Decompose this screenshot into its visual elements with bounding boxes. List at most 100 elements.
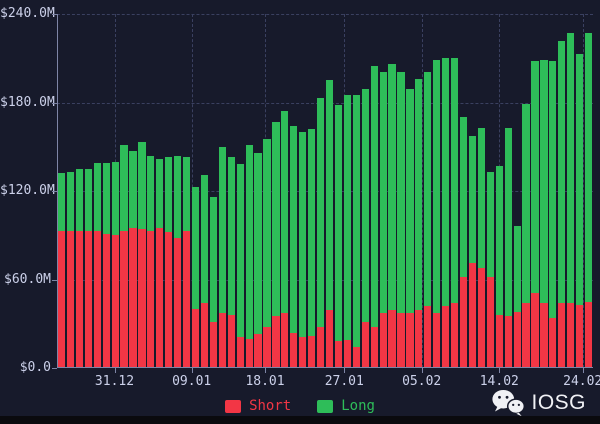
bar-group[interactable]	[370, 65, 378, 368]
bar-group[interactable]	[584, 33, 593, 368]
bar-group[interactable]	[308, 129, 316, 368]
bar-group[interactable]	[450, 58, 459, 368]
long-segment	[254, 152, 262, 335]
bar-group[interactable]	[343, 95, 351, 368]
bar-group[interactable]	[84, 168, 92, 368]
short-segment	[236, 337, 244, 368]
bar-group[interactable]	[254, 152, 262, 368]
bar-group[interactable]	[361, 89, 369, 368]
y-tick-label: $60.0M	[4, 271, 51, 287]
bar-group[interactable]	[174, 155, 182, 368]
short-segment	[352, 347, 360, 368]
bar-group[interactable]	[334, 105, 343, 368]
bar-group[interactable]	[120, 145, 128, 368]
x-tick-mark	[114, 368, 116, 373]
bar-group[interactable]	[459, 117, 468, 368]
bar-group[interactable]	[290, 126, 298, 368]
bar-group[interactable]	[325, 80, 334, 368]
bar-group[interactable]	[549, 61, 557, 368]
bar-group[interactable]	[406, 89, 414, 368]
bar-group[interactable]	[513, 226, 521, 368]
bar-group[interactable]	[388, 64, 396, 368]
bar-group[interactable]	[567, 33, 575, 368]
legend-item-short[interactable]: Short	[225, 399, 291, 414]
y-axis-line	[57, 14, 58, 368]
bar-group[interactable]	[352, 95, 360, 368]
bar-group[interactable]	[272, 121, 280, 368]
x-axis-line	[57, 367, 593, 368]
bar-group[interactable]	[468, 136, 477, 368]
bar-group[interactable]	[129, 151, 137, 368]
short-segment	[120, 230, 128, 368]
short-segment	[263, 326, 271, 368]
bar-group[interactable]	[576, 53, 584, 368]
bar-group[interactable]	[477, 127, 485, 368]
short-segment	[379, 313, 387, 368]
bar-group[interactable]	[57, 173, 66, 368]
bar-group[interactable]	[218, 146, 226, 368]
bar-group[interactable]	[531, 61, 539, 368]
bar-group[interactable]	[558, 40, 566, 368]
long-segment	[424, 71, 432, 307]
y-tick-mark	[52, 191, 57, 192]
long-segment	[316, 98, 325, 327]
bar-group[interactable]	[236, 164, 244, 368]
bar-group[interactable]	[424, 71, 432, 368]
long-segment	[415, 78, 423, 311]
bar-group[interactable]	[540, 59, 548, 368]
short-segment	[558, 303, 566, 368]
bar-group[interactable]	[227, 157, 235, 368]
bar-group[interactable]	[397, 71, 405, 368]
plot-area	[57, 14, 593, 368]
short-segment	[459, 276, 468, 368]
long-segment	[477, 127, 485, 268]
long-segment	[75, 168, 83, 231]
bar-group[interactable]	[263, 139, 271, 368]
long-segment	[245, 145, 253, 339]
long-segment	[236, 164, 244, 338]
bar-group[interactable]	[486, 171, 494, 368]
short-segment	[540, 303, 548, 368]
bar-group[interactable]	[200, 174, 209, 368]
bar-group[interactable]	[379, 71, 387, 368]
bar-group[interactable]	[442, 58, 450, 368]
bar-group[interactable]	[138, 142, 146, 368]
bar-group[interactable]	[495, 165, 503, 368]
long-segment	[406, 89, 414, 314]
long-segment	[174, 155, 182, 239]
bar-group[interactable]	[504, 127, 512, 368]
short-segment	[495, 314, 503, 368]
bar-group[interactable]	[316, 98, 325, 368]
long-segment	[84, 168, 92, 231]
x-tick-label: 24.02	[563, 374, 600, 389]
bar-group[interactable]	[93, 162, 101, 368]
bar-group[interactable]	[165, 157, 173, 368]
bar-group[interactable]	[245, 145, 253, 368]
h-gridline	[57, 14, 593, 15]
long-segment	[433, 59, 441, 314]
bar-group[interactable]	[147, 155, 155, 368]
bar-group[interactable]	[156, 158, 164, 368]
bar-group[interactable]	[111, 161, 119, 368]
short-segment	[343, 339, 351, 368]
bar-group[interactable]	[281, 111, 289, 368]
bar-group[interactable]	[182, 157, 191, 368]
short-segment	[290, 332, 298, 368]
bar-group[interactable]	[75, 168, 83, 368]
short-segment	[477, 267, 485, 368]
bar-group[interactable]	[66, 171, 75, 368]
short-segment	[174, 238, 182, 368]
bar-group[interactable]	[415, 78, 423, 368]
bar-group[interactable]	[433, 59, 441, 368]
bar-group[interactable]	[209, 196, 217, 368]
bar-group[interactable]	[522, 103, 530, 368]
long-swatch-icon	[317, 400, 334, 413]
short-segment	[93, 230, 101, 368]
legend-item-long[interactable]: Long	[317, 399, 375, 414]
bar-group[interactable]	[299, 132, 307, 368]
bar-group[interactable]	[102, 162, 110, 368]
logo-text: IOSG	[531, 390, 586, 414]
long-segment	[281, 111, 289, 314]
long-segment	[200, 174, 209, 304]
bar-group[interactable]	[191, 186, 200, 368]
